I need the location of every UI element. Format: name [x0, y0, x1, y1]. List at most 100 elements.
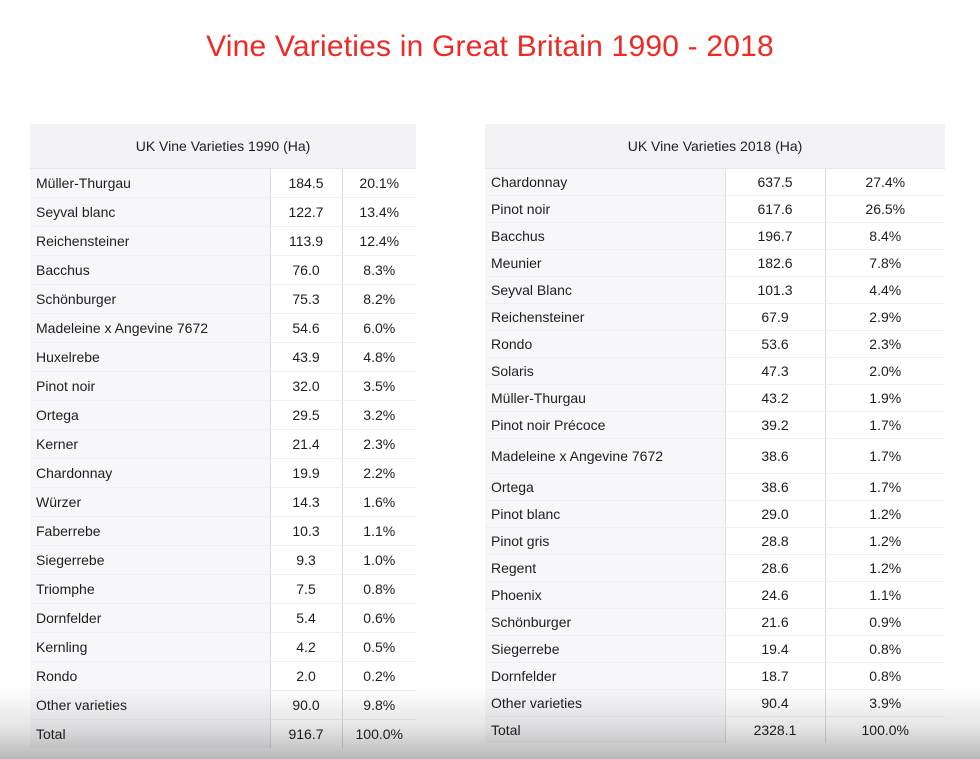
variety-name: Pinot gris — [485, 527, 725, 555]
variety-name: Rondo — [485, 330, 725, 358]
percentage: 7.8% — [824, 249, 946, 277]
percentage: 1.9% — [824, 384, 946, 412]
hectares: 9.3 — [269, 545, 342, 575]
hectares: 76.0 — [269, 255, 342, 285]
total-label: Total — [30, 719, 270, 748]
percentage: 2.0% — [824, 357, 946, 385]
variety-name: Chardonnay — [30, 458, 270, 488]
variety-name: Other varieties — [30, 690, 270, 720]
percentage: 0.8% — [824, 662, 946, 690]
percentage: 0.6% — [341, 603, 417, 633]
hectares: 182.6 — [724, 249, 825, 277]
table-row: Reichensteiner 67.9 2.9% — [485, 303, 946, 331]
table-row: Kerner 21.4 2.3% — [30, 429, 417, 459]
page-title: Vine Varieties in Great Britain 1990 - 2… — [206, 30, 774, 63]
table-row: Müller-Thurgau 43.2 1.9% — [485, 384, 946, 412]
hectares: 196.7 — [724, 222, 825, 250]
table-2018: UK Vine Varieties 2018 (Ha) Chardonnay 63… — [485, 124, 946, 743]
hectares: 4.2 — [269, 632, 342, 662]
variety-name: Seyval Blanc — [485, 276, 725, 304]
table-row: Pinot gris 28.8 1.2% — [485, 527, 946, 555]
hectares: 90.0 — [269, 690, 342, 720]
percentage: 2.3% — [824, 330, 946, 358]
variety-name: Siegerrebe — [30, 545, 270, 575]
percentage: 0.2% — [341, 661, 417, 691]
table-row: Huxelrebe 43.9 4.8% — [30, 342, 417, 372]
variety-name: Regent — [485, 554, 725, 582]
percentage: 20.1% — [341, 168, 417, 198]
hectares: 43.9 — [269, 342, 342, 372]
hectares: 184.5 — [269, 168, 342, 198]
percentage: 0.8% — [341, 574, 417, 604]
hectares: 38.6 — [724, 473, 825, 501]
variety-name: Madeleine x Angevine 7672 — [30, 313, 270, 343]
percentage: 4.8% — [341, 342, 417, 372]
percentage: 1.7% — [824, 438, 946, 474]
percentage: 2.2% — [341, 458, 417, 488]
hectares: 47.3 — [724, 357, 825, 385]
hectares: 19.9 — [269, 458, 342, 488]
table-row: Regent 28.6 1.2% — [485, 554, 946, 582]
hectares: 113.9 — [269, 226, 342, 256]
variety-name: Huxelrebe — [30, 342, 270, 372]
variety-name: Würzer — [30, 487, 270, 517]
hectares: 21.4 — [269, 429, 342, 459]
variety-name: Phoenix — [485, 581, 725, 609]
table-row: Meunier 182.6 7.8% — [485, 249, 946, 277]
percentage: 0.8% — [824, 635, 946, 663]
table-row: Würzer 14.3 1.6% — [30, 487, 417, 517]
hectares: 24.6 — [724, 581, 825, 609]
hectares: 29.0 — [724, 500, 825, 528]
hectares: 75.3 — [269, 284, 342, 314]
table-row: Dornfelder 18.7 0.8% — [485, 662, 946, 690]
variety-name: Kernling — [30, 632, 270, 662]
percentage: 1.7% — [824, 473, 946, 501]
hectares: 10.3 — [269, 516, 342, 546]
hectares: 19.4 — [724, 635, 825, 663]
variety-name: Kerner — [30, 429, 270, 459]
variety-name: Müller-Thurgau — [30, 168, 270, 198]
hectares: 54.6 — [269, 313, 342, 343]
variety-name: Müller-Thurgau — [485, 384, 725, 412]
table-row: Other varieties 90.4 3.9% — [485, 689, 946, 717]
variety-name: Pinot noir — [30, 371, 270, 401]
total-row: Total 916.7 100.0% — [30, 719, 417, 748]
variety-name: Ortega — [30, 400, 270, 430]
percentage: 9.8% — [341, 690, 417, 720]
percentage: 6.0% — [341, 313, 417, 343]
table-row: Müller-Thurgau 184.5 20.1% — [30, 168, 417, 198]
table-1990: UK Vine Varieties 1990 (Ha) Müller-Thurg… — [30, 124, 417, 748]
variety-name: Seyval blanc — [30, 197, 270, 227]
hectares: 53.6 — [724, 330, 825, 358]
variety-name: Schönburger — [30, 284, 270, 314]
variety-name: Dornfelder — [30, 603, 270, 633]
variety-name: Pinot blanc — [485, 500, 725, 528]
hectares: 38.6 — [724, 438, 825, 474]
percentage: 1.2% — [824, 554, 946, 582]
table-row: Pinot noir Précoce 39.2 1.7% — [485, 411, 946, 439]
hectares: 43.2 — [724, 384, 825, 412]
table-row: Siegerrebe 9.3 1.0% — [30, 545, 417, 575]
total-row: Total 2328.1 100.0% — [485, 716, 946, 743]
hectares: 101.3 — [724, 276, 825, 304]
total-hectares: 916.7 — [269, 719, 342, 748]
table-row: Phoenix 24.6 1.1% — [485, 581, 946, 609]
percentage: 0.9% — [824, 608, 946, 636]
variety-name: Bacchus — [485, 222, 725, 250]
hectares: 29.5 — [269, 400, 342, 430]
percentage: 0.5% — [341, 632, 417, 662]
percentage: 2.9% — [824, 303, 946, 331]
hectares: 21.6 — [724, 608, 825, 636]
variety-name: Reichensteiner — [30, 226, 270, 256]
variety-name: Chardonnay — [485, 168, 725, 196]
table-row: Dornfelder 5.4 0.6% — [30, 603, 417, 633]
variety-name: Dornfelder — [485, 662, 725, 690]
total-hectares: 2328.1 — [724, 716, 825, 743]
hectares: 637.5 — [724, 168, 825, 196]
percentage: 3.5% — [341, 371, 417, 401]
table-row: Kernling 4.2 0.5% — [30, 632, 417, 662]
total-percentage: 100.0% — [341, 719, 417, 748]
percentage: 3.9% — [824, 689, 946, 717]
table-row: Chardonnay 19.9 2.2% — [30, 458, 417, 488]
percentage: 1.0% — [341, 545, 417, 575]
